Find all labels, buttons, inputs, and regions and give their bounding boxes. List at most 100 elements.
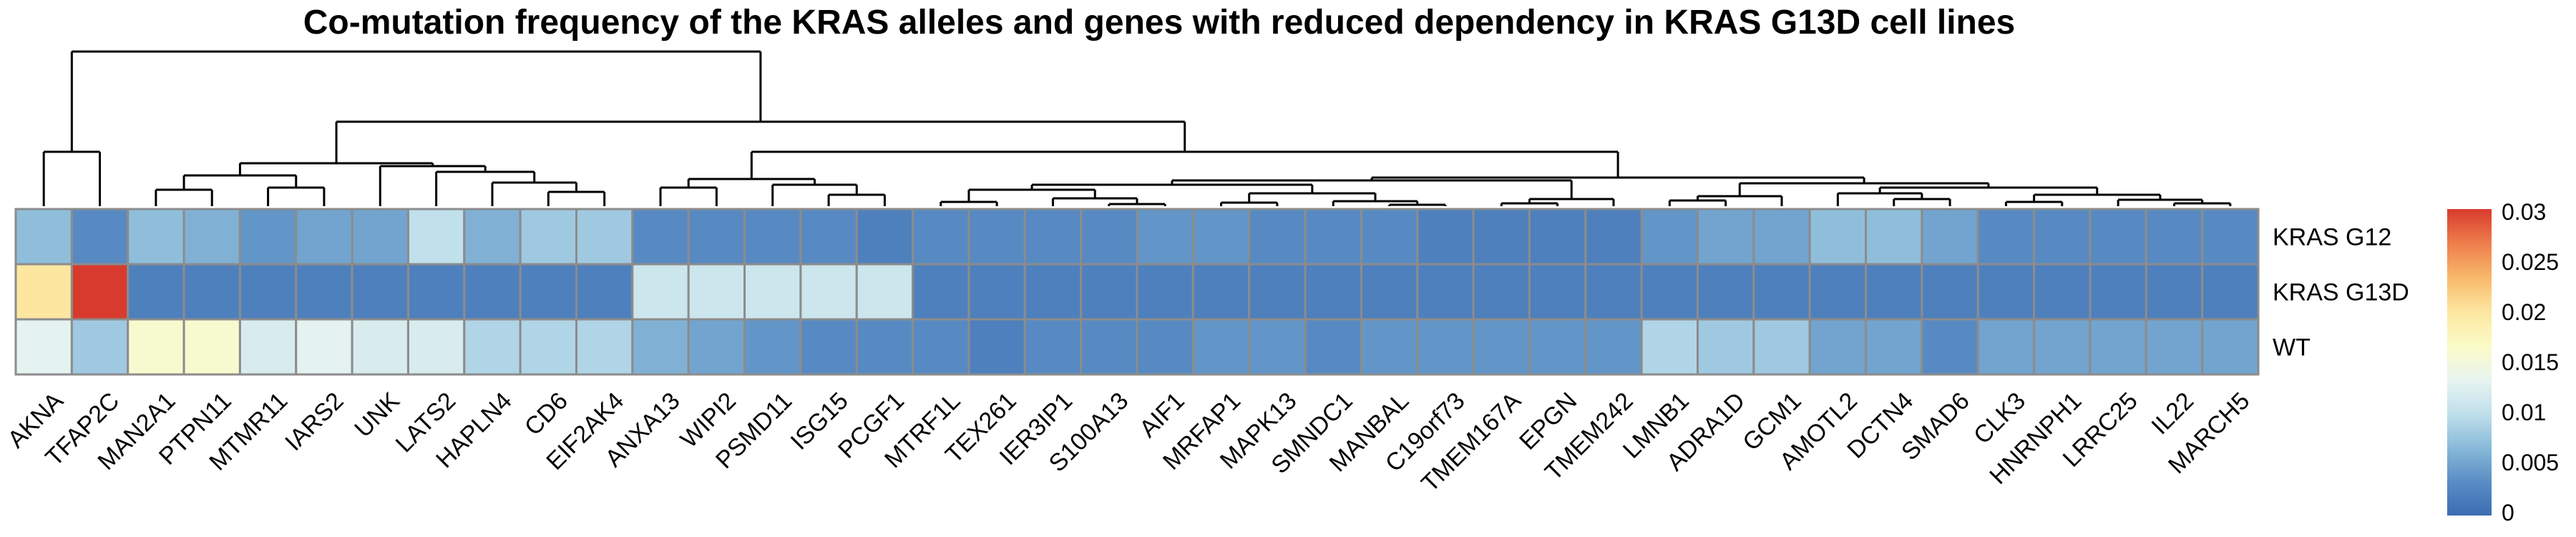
heatmap-cell-wt-eif2ak4: [575, 318, 634, 376]
heatmap-cell-wt-adra1d: [1697, 318, 1755, 376]
column-label-iars2: IARS2: [280, 387, 348, 456]
heatmap-cell-wt-mtmr11: [238, 318, 298, 376]
heatmap-cell-kras-g12-lats2: [406, 208, 466, 266]
heatmap-cell-wt-epgn: [1528, 318, 1587, 376]
heatmap-cell-kras-g12-aif1: [1136, 208, 1194, 266]
heatmap-cell-wt-gcm1: [1752, 318, 1811, 376]
heatmap-cell-kras-g12-iars2: [295, 208, 353, 266]
heatmap-cell-kras-g12-mtrf1l: [912, 208, 970, 266]
heatmap-cell-kras-g12-tmem242: [1584, 208, 1643, 266]
heatmap-cell-kras-g13d-pcgf1: [855, 263, 914, 321]
heatmap-cell-wt-tex261: [967, 318, 1026, 376]
heatmap-cell-wt-smad6: [1921, 318, 1979, 376]
heatmap-cell-wt-tfap2c: [70, 318, 130, 376]
heatmap-cell-kras-g13d-lats2: [406, 263, 466, 321]
heatmap-cell-wt-tmem242: [1584, 318, 1643, 376]
heatmap-cell-wt-pcgf1: [855, 318, 914, 376]
heatmap-cell-kras-g13d-mrfap1: [1191, 263, 1251, 321]
heatmap-cell-wt-s100a13: [1080, 318, 1138, 376]
heatmap-cell-wt-unk: [351, 318, 409, 376]
legend-tick-label: 0.005: [2502, 450, 2559, 475]
heatmap-cell-kras-g13d-tfap2c: [70, 263, 130, 321]
heatmap-cell-kras-g12-adra1d: [1697, 208, 1755, 266]
heatmap-cell-wt-akna: [14, 318, 73, 376]
heatmap-cell-kras-g13d-aif1: [1136, 263, 1194, 321]
heatmap-cell-kras-g12-smad6: [1921, 208, 1979, 266]
heatmap-cell-wt-smndc1: [1304, 318, 1362, 376]
heatmap-cell-kras-g13d-il22: [2145, 263, 2204, 321]
legend-tick-label: 0.025: [2502, 249, 2559, 275]
heatmap-cell-wt-cd6: [519, 318, 578, 376]
heatmap-cell-wt-wipi2: [687, 318, 746, 376]
heatmap-cell-wt-manbal: [1360, 318, 1419, 376]
heatmap-cell-kras-g13d-smad6: [1921, 263, 1979, 321]
heatmap-cell-wt-mapk13: [1248, 318, 1307, 376]
heatmap-cell-kras-g13d-mtrf1l: [912, 263, 970, 321]
heatmap-cell-wt-tmem167a: [1472, 318, 1531, 376]
heatmap-cell-kras-g12-man2a1: [127, 208, 185, 266]
heatmap-cell-kras-g12-mrfap1: [1191, 208, 1251, 266]
heatmap-cell-kras-g12-gcm1: [1752, 208, 1811, 266]
heatmap-cells: [14, 208, 2260, 376]
heatmap-cell-kras-g13d-s100a13: [1080, 263, 1138, 321]
heatmap-cell-kras-g13d-cd6: [519, 263, 578, 321]
heatmap-cell-kras-g13d-hapln4: [463, 263, 522, 321]
heatmap-cell-kras-g13d-tmem167a: [1472, 263, 1531, 321]
heatmap-cell-kras-g12-wipi2: [687, 208, 746, 266]
chart-title: Co-mutation frequency of the KRAS allele…: [303, 4, 2016, 42]
heatmap-cell-kras-g12-anxa13: [631, 208, 690, 266]
row-label-wt: WT: [2273, 334, 2311, 362]
heatmap-cell-kras-g13d-psmd11: [743, 263, 802, 321]
heatmap-cell-wt-psmd11: [743, 318, 802, 376]
heatmap-cell-kras-g12-smndc1: [1304, 208, 1362, 266]
heatmap-cell-kras-g12-ptpn11: [182, 208, 241, 266]
heatmap-cell-kras-g13d-wipi2: [687, 263, 746, 321]
legend-color-bar: [2447, 209, 2492, 516]
heatmap-cell-wt-man2a1: [127, 318, 185, 376]
legend-tick-label: 0.015: [2502, 349, 2559, 375]
heatmap-cell-kras-g13d-mapk13: [1248, 263, 1307, 321]
heatmap-cell-kras-g13d-tex261: [967, 263, 1026, 321]
heatmap-cell-wt-lmnb1: [1640, 318, 1699, 376]
heatmap-cell-wt-mrfap1: [1191, 318, 1251, 376]
heatmap-cell-kras-g12-clk3: [1976, 208, 2036, 266]
heatmap-cell-kras-g13d-ptpn11: [182, 263, 241, 321]
heatmap-cell-kras-g12-lrrc25: [2089, 208, 2147, 266]
heatmap-cell-kras-g13d-ier3ip1: [1023, 263, 1083, 321]
heatmap-cell-kras-g13d-iars2: [295, 263, 353, 321]
heatmap-cell-kras-g12-tex261: [967, 208, 1026, 266]
heatmap-cell-kras-g12-march5: [2201, 208, 2260, 266]
heatmap-cell-kras-g12-manbal: [1360, 208, 1419, 266]
heatmap-cell-kras-g13d-march5: [2201, 263, 2260, 321]
heatmap-cell-wt-anxa13: [631, 318, 690, 376]
heatmap-cell-kras-g12-epgn: [1528, 208, 1587, 266]
heatmap-cell-kras-g12-psmd11: [743, 208, 802, 266]
heatmap-cell-kras-g13d-smndc1: [1304, 263, 1362, 321]
column-dendrogram: [42, 50, 2232, 206]
heatmap-cell-wt-mtrf1l: [912, 318, 970, 376]
heatmap-cell-kras-g12-tmem167a: [1472, 208, 1531, 266]
heatmap-cell-kras-g13d-clk3: [1976, 263, 2036, 321]
heatmap-cell-wt-clk3: [1976, 318, 2036, 376]
legend-ticks: 0.03 0.025 0.02 0.015 0.01 0.005 0: [2502, 199, 2559, 526]
heatmap-cell-kras-g12-akna: [14, 208, 73, 266]
heatmap-cell-kras-g12-pcgf1: [855, 208, 914, 266]
heatmap-cell-kras-g13d-man2a1: [127, 263, 185, 321]
heatmap-cell-wt-isg15: [799, 318, 858, 376]
heatmap-cell-wt-lats2: [406, 318, 466, 376]
heatmap-cell-kras-g13d-hnrnph1: [2033, 263, 2092, 321]
heatmap-cell-wt-ier3ip1: [1023, 318, 1083, 376]
heatmap-cell-kras-g13d-anxa13: [631, 263, 690, 321]
heatmap-cell-wt-lrrc25: [2089, 318, 2147, 376]
heatmap-cell-kras-g12-il22: [2145, 208, 2204, 266]
legend-tick-label: 0.03: [2502, 199, 2546, 225]
heatmap-cell-kras-g13d-dctn4: [1865, 263, 1923, 321]
heatmap-cell-kras-g12-unk: [351, 208, 409, 266]
heatmap-cell-kras-g12-cd6: [519, 208, 578, 266]
heatmap-cell-kras-g13d-manbal: [1360, 263, 1419, 321]
heatmap-cell-wt-amotl2: [1808, 318, 1868, 376]
heatmap-cell-wt-ptpn11: [182, 318, 241, 376]
heatmap-cell-kras-g13d-akna: [14, 263, 73, 321]
